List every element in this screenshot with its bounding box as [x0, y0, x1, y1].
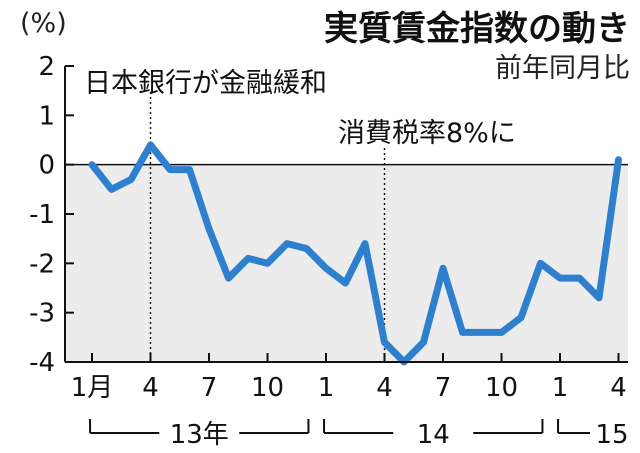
- data-point: [188, 168, 191, 172]
- chart-title: 実質賃金指数の動き: [324, 9, 630, 49]
- y-tick-label: -3: [29, 299, 55, 329]
- data-point: [207, 227, 211, 231]
- y-tick-label: 1: [38, 101, 55, 131]
- y-tick-label: -4: [29, 348, 55, 378]
- data-point: [305, 247, 308, 251]
- y-tick-label: -1: [29, 200, 55, 230]
- x-tick-label: 4: [376, 373, 393, 403]
- year-label: 15: [595, 420, 628, 450]
- data-point: [441, 266, 445, 270]
- data-point: [246, 256, 250, 260]
- data-point: [227, 276, 230, 280]
- x-tick-label: 10: [251, 373, 284, 403]
- data-point: [519, 316, 523, 320]
- data-point: [129, 177, 133, 181]
- data-point: [480, 330, 484, 334]
- data-point: [266, 261, 269, 265]
- data-point: [578, 276, 581, 280]
- x-tick-label: 10: [485, 373, 518, 403]
- data-point: [597, 296, 601, 300]
- y-unit-label: (%): [20, 8, 67, 39]
- data-point: [110, 187, 113, 191]
- data-point: [324, 266, 328, 270]
- series-line: [88, 141, 622, 366]
- data-point: [558, 276, 562, 280]
- data-point: [500, 330, 503, 334]
- x-tick-label: 7: [201, 373, 218, 403]
- year-label: 14: [417, 420, 450, 450]
- data-point: [422, 340, 425, 344]
- data-point: [539, 261, 542, 265]
- x-tick-label: 1: [318, 373, 335, 403]
- x-tick-label: 4: [142, 373, 159, 403]
- data-point: [383, 340, 386, 344]
- data-point: [461, 330, 464, 334]
- x-tick-label: 7: [435, 373, 452, 403]
- annotation-label: 消費税率8%に: [338, 118, 516, 149]
- data-point: [344, 281, 347, 285]
- chart-subtitle: 前年同月比: [495, 53, 630, 84]
- negative-region: [65, 164, 628, 362]
- data-point: [168, 168, 172, 172]
- data-point: [90, 163, 94, 167]
- data-point: [149, 143, 152, 147]
- year-label: 13年: [170, 420, 229, 450]
- data-point: [285, 242, 289, 246]
- x-tick-label: 1: [552, 373, 569, 403]
- x-tick-label: 4: [610, 373, 627, 403]
- x-tick-label: 1月: [71, 373, 114, 403]
- data-point: [617, 158, 620, 162]
- annotation-label: 日本銀行が金融緩和: [84, 68, 327, 99]
- data-point: [363, 242, 367, 246]
- y-tick-label: 0: [38, 151, 55, 181]
- y-tick-label: 2: [38, 52, 55, 82]
- y-tick-label: -2: [29, 249, 55, 279]
